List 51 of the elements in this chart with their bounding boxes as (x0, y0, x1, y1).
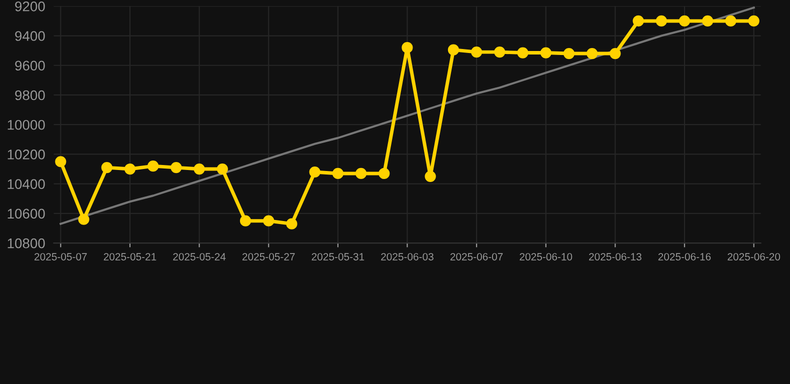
x-tick-label: 2025-06-10 (520, 253, 572, 260)
point (194, 163, 205, 175)
x-tick-label: 2025-05-07 (34, 253, 87, 260)
point (702, 15, 714, 27)
y-tick-label: 9800 (15, 90, 45, 100)
point (540, 47, 552, 58)
point (656, 15, 667, 27)
x-tick-label: 2025-05-27 (242, 253, 295, 260)
point (216, 163, 228, 175)
y-tick-label: 9400 (15, 31, 45, 41)
x-tick-label: 2025-06-13 (589, 253, 642, 260)
point (586, 48, 598, 60)
point (240, 215, 252, 226)
x-tick-label: 2025-05-31 (312, 253, 364, 260)
point (424, 170, 436, 182)
y-tick-label: 10200 (8, 150, 45, 160)
x-tick-label: 2025-05-24 (173, 253, 226, 260)
point (148, 160, 159, 172)
y-tick-label: 10400 (8, 179, 45, 190)
point (632, 15, 644, 27)
y-tick-label: 10600 (8, 208, 45, 219)
y-tick-label: 9200 (15, 1, 45, 12)
y-tick-label: 9600 (15, 60, 45, 71)
point (55, 156, 66, 168)
point (170, 162, 182, 174)
point (678, 15, 690, 27)
point (124, 163, 136, 175)
x-tick-label: 2025-05-21 (104, 253, 156, 260)
point (78, 214, 90, 225)
point (332, 168, 344, 180)
point (494, 46, 506, 58)
point (748, 15, 760, 27)
point (471, 46, 482, 58)
x-tick-label: 2025-06-16 (658, 253, 711, 260)
x-tick-label: 2025-06-20 (728, 253, 780, 260)
x-tick-label: 2025-06-03 (381, 253, 434, 260)
x-tick-label: 2025-06-07 (450, 253, 503, 260)
point (448, 44, 460, 56)
point (610, 48, 621, 60)
point (402, 42, 413, 54)
point (101, 162, 112, 174)
point (263, 215, 274, 226)
point (563, 48, 575, 60)
point (725, 15, 736, 27)
point (355, 168, 367, 180)
point (309, 166, 320, 178)
point (378, 168, 390, 180)
y-tick-label: 10800 (8, 238, 45, 248)
point (286, 218, 298, 230)
point (517, 47, 528, 58)
y-tick-label: 10000 (8, 120, 45, 130)
